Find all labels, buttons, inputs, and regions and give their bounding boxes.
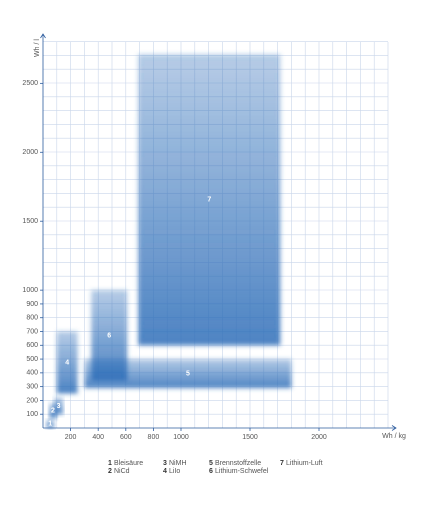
y-tick-label: 900 [26,301,38,308]
legend-number: 6 [209,468,213,475]
region [54,397,64,415]
legend-number: 3 [163,460,167,467]
y-tick-label: 100 [26,411,38,418]
legend-number: 4 [163,468,167,475]
x-tick-label: 2000 [311,434,327,441]
legend-number: 2 [108,468,112,475]
regions [46,54,292,428]
x-tick-label: 1500 [242,434,258,441]
region-number: 5 [186,370,190,377]
legend-number: 7 [280,460,284,467]
legend-label: Lithium-Luft [286,460,323,467]
region [91,290,128,382]
x-axis-label: Wh / kg [382,433,406,440]
legend-number: 5 [209,460,213,467]
y-axis [40,33,46,428]
y-tick-label: 300 [26,383,38,390]
y-tick-label: 500 [26,356,38,363]
y-tick-label: 200 [26,397,38,404]
region-number: 2 [51,408,55,415]
legend-label: NiCd [114,468,130,475]
region-number: 1 [48,421,52,428]
x-tick-label: 400 [92,434,104,441]
legend-label: LiIo [169,468,180,475]
x-axis [43,425,397,431]
x-tick-label: 800 [148,434,160,441]
region [49,403,57,419]
legend-number: 1 [108,460,112,467]
x-tick-label: 200 [65,434,77,441]
y-tick-label: 2500 [22,80,38,87]
y-tick-label: 2000 [22,149,38,156]
y-tick-label: 600 [26,342,38,349]
foreground: 200 400 600 800 1000 1500 2000 100 200 300 400 500 6… [22,33,397,475]
region-number: 7 [207,197,211,204]
region-number: 6 [107,332,111,339]
x-tick-label: 1000 [173,434,189,441]
region [56,331,78,394]
x-tick-label: 600 [120,434,132,441]
region-number: 4 [65,359,69,366]
legend-label: Bleisäure [114,460,143,467]
y-tick-label: 800 [26,315,38,322]
y-tick-label: 1000 [22,287,38,294]
y-axis-label: Wh / l [34,39,41,57]
legend-label: Lithium-Schwefel [215,468,269,475]
region-number: 3 [57,403,61,410]
y-tick-label: 1500 [22,218,38,225]
legend-label: Brennstoffzelle [215,460,261,467]
region [138,54,281,346]
y-tick-label: 700 [26,328,38,335]
region [46,419,55,428]
legend-label: NiMH [169,460,187,467]
y-tick-label: 400 [26,370,38,377]
